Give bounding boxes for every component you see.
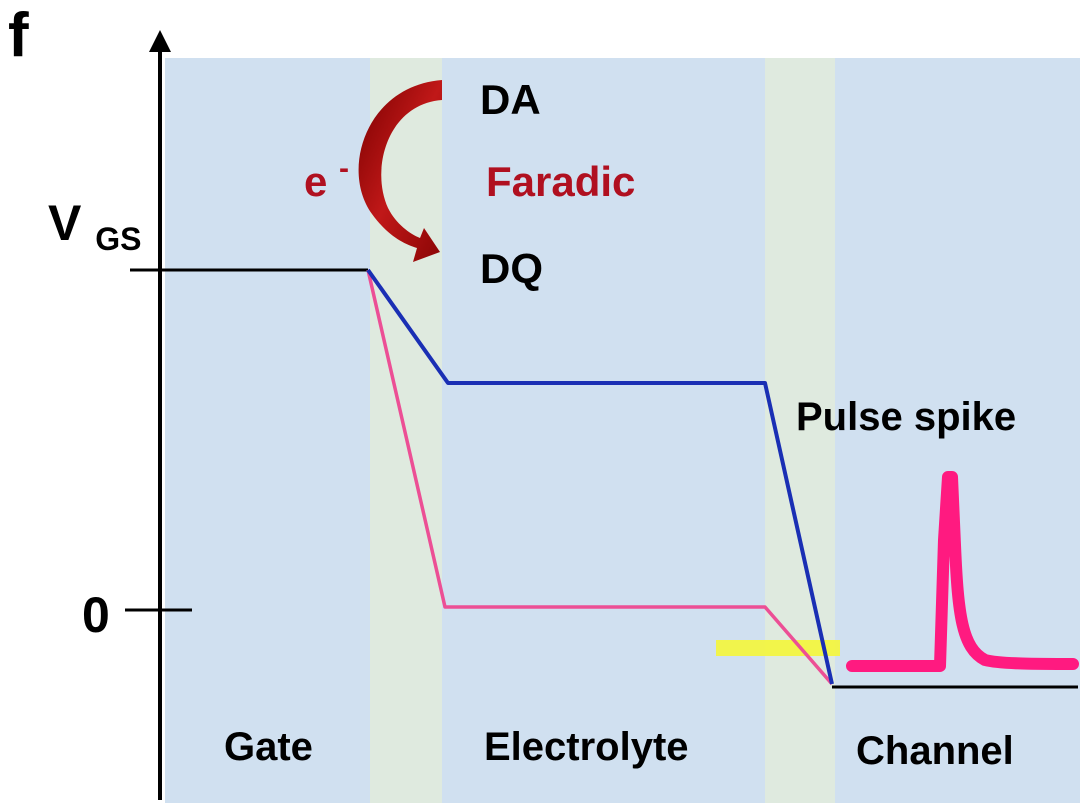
- gate-label: Gate: [224, 725, 313, 769]
- electron-label: e -: [304, 152, 349, 205]
- y-axis-label: V GS: [48, 195, 142, 257]
- reactant-label: DA: [480, 76, 541, 123]
- electron-symbol: e: [304, 158, 327, 205]
- channel-label: Channel: [856, 729, 1014, 773]
- electron-charge: -: [339, 152, 349, 185]
- panel-label: f: [8, 1, 29, 70]
- gate-region: [165, 58, 370, 803]
- pulse-spike-label: Pulse spike: [796, 395, 1016, 439]
- y-axis-arrowhead: [149, 30, 171, 52]
- pink-potential-line: [366, 269, 834, 686]
- product-label: DQ: [480, 245, 543, 292]
- zero-label: 0: [82, 587, 110, 643]
- y-axis-label-sub: GS: [95, 221, 141, 257]
- blue-potential-line: [366, 268, 834, 685]
- pulse-spike: [846, 471, 1079, 672]
- channel-region: [835, 58, 1080, 803]
- faradic-label: Faradic: [486, 158, 635, 205]
- electrolyte-region: [442, 58, 765, 803]
- y-axis-label-main: V: [48, 195, 82, 251]
- faradic-curved-arrow-icon: [358, 80, 442, 262]
- electrolyte-label: Electrolyte: [484, 725, 689, 769]
